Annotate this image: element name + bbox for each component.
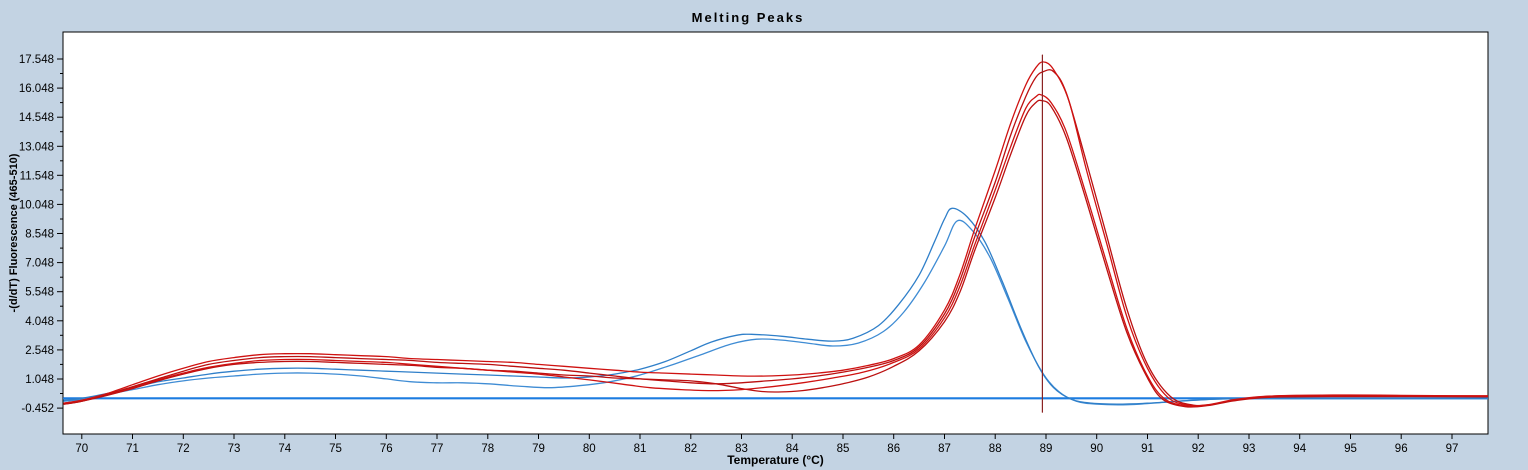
svg-text:84: 84 — [786, 443, 799, 455]
svg-text:5.548: 5.548 — [25, 287, 54, 299]
svg-text:94: 94 — [1293, 443, 1306, 455]
svg-text:72: 72 — [177, 443, 190, 455]
series-red-3 — [63, 93, 1488, 408]
svg-text:97: 97 — [1446, 443, 1459, 455]
series-red-1 — [63, 61, 1488, 407]
svg-text:17.548: 17.548 — [19, 54, 54, 66]
svg-text:8.548: 8.548 — [25, 229, 54, 241]
svg-text:95: 95 — [1344, 443, 1357, 455]
svg-text:2.548: 2.548 — [25, 345, 54, 357]
svg-text:85: 85 — [837, 443, 850, 455]
svg-text:11.548: 11.548 — [20, 170, 54, 182]
svg-text:75: 75 — [329, 443, 342, 455]
svg-text:83: 83 — [735, 443, 748, 455]
series-curves — [63, 54, 1488, 413]
svg-text:16.048: 16.048 — [19, 83, 54, 95]
svg-text:4.048: 4.048 — [25, 316, 54, 328]
series-red-4 — [63, 99, 1488, 408]
y-axis-ticks — [57, 58, 63, 409]
svg-text:14.548: 14.548 — [19, 112, 54, 124]
chart-title: Melting Peaks — [691, 10, 805, 25]
svg-text:76: 76 — [380, 443, 393, 455]
svg-text:79: 79 — [532, 443, 545, 455]
svg-text:13.048: 13.048 — [19, 141, 54, 153]
svg-text:78: 78 — [481, 443, 494, 455]
svg-text:-0.452: -0.452 — [21, 403, 54, 415]
svg-text:71: 71 — [126, 443, 139, 455]
svg-text:1.048: 1.048 — [25, 374, 54, 386]
x-axis-ticks — [81, 434, 1453, 439]
svg-text:77: 77 — [431, 443, 444, 455]
svg-text:80: 80 — [583, 443, 596, 455]
svg-text:82: 82 — [684, 443, 697, 455]
svg-text:10.048: 10.048 — [19, 199, 54, 211]
x-axis-tick-labels: 70 71 72 73 74 75 76 77 78 79 80 81 82 83 84 85 86 87 88 89… — [75, 443, 1458, 455]
y-axis-tick-labels: 17.548 16.048 14.548 13.048 11.548 10.048 8.54… — [19, 54, 54, 415]
series-blue-1 — [63, 207, 1488, 405]
x-axis-title: Temperature (°C) — [727, 453, 824, 467]
svg-text:92: 92 — [1192, 443, 1205, 455]
svg-text:90: 90 — [1090, 443, 1103, 455]
svg-text:89: 89 — [1040, 443, 1053, 455]
svg-text:87: 87 — [938, 443, 951, 455]
svg-text:7.048: 7.048 — [25, 258, 54, 270]
svg-text:81: 81 — [634, 443, 647, 455]
series-red-2 — [63, 69, 1488, 407]
svg-text:91: 91 — [1141, 443, 1154, 455]
svg-text:96: 96 — [1395, 443, 1408, 455]
svg-text:73: 73 — [228, 443, 241, 455]
svg-text:88: 88 — [989, 443, 1002, 455]
svg-text:93: 93 — [1243, 443, 1256, 455]
svg-text:74: 74 — [278, 443, 291, 455]
svg-text:70: 70 — [75, 443, 88, 455]
plot-frame — [62, 31, 1489, 435]
svg-text:86: 86 — [887, 443, 900, 455]
